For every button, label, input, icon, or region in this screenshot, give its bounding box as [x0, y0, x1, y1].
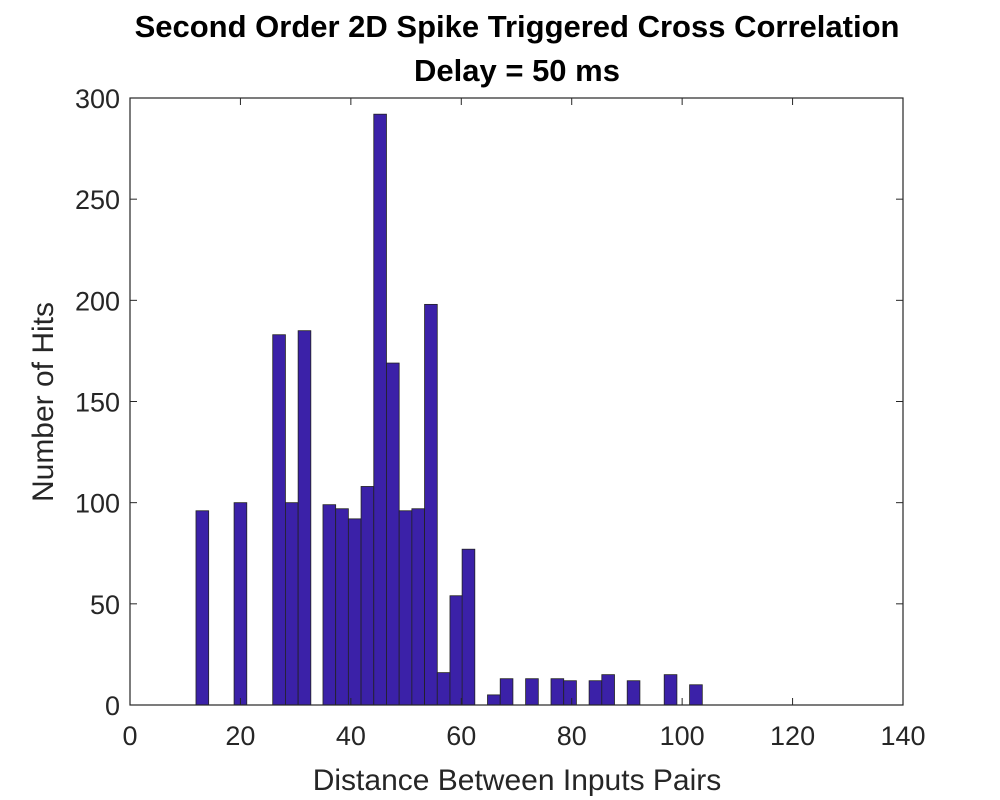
- histogram-bar-13: [424, 303, 438, 706]
- histogram-bar-20: [550, 678, 565, 706]
- histogram-bar-1: [233, 502, 248, 706]
- x-tick-label-4: 80: [557, 721, 587, 751]
- histogram-bar-12: [411, 508, 425, 706]
- histogram-bar-26: [689, 684, 703, 706]
- histogram-bar-2: [272, 334, 286, 706]
- x-axis: 0 20 40 60 80 100 120 140: [122, 98, 926, 751]
- histogram-bar-18: [499, 678, 514, 706]
- x-tick-label-3: 60: [446, 721, 476, 751]
- histogram-bar-19: [525, 678, 539, 706]
- y-tick-label-5: 250: [75, 185, 120, 215]
- x-tick-label-0: 0: [122, 721, 137, 751]
- histogram-bar-23: [601, 674, 615, 706]
- histogram-bar-8: [360, 486, 375, 706]
- histogram-bar-7: [347, 518, 362, 706]
- x-tick-label-5: 100: [660, 721, 705, 751]
- histogram-bar-16: [461, 548, 476, 706]
- histogram-bar-25: [663, 674, 678, 706]
- y-tick-label-2: 100: [75, 489, 120, 519]
- x-tick-label-7: 140: [880, 721, 925, 751]
- y-tick-label-1: 50: [90, 590, 120, 620]
- y-tick-label-0: 0: [105, 691, 120, 721]
- histogram-bar-11: [398, 510, 413, 706]
- histogram-bar-3: [285, 502, 299, 706]
- y-tick-label-4: 200: [75, 286, 120, 316]
- histogram-bar-22: [588, 680, 603, 706]
- histogram-bar-21: [563, 680, 577, 706]
- bar-series: [195, 113, 703, 706]
- x-tick-label-2: 40: [336, 721, 366, 751]
- histogram-bar-5: [322, 504, 337, 706]
- chart-title: Second Order 2D Spike Triggered Cross Co…: [135, 9, 900, 44]
- chart-subtitle: Delay = 50 ms: [414, 53, 620, 88]
- histogram-bar-24: [626, 680, 641, 706]
- histogram-bar-17: [487, 694, 501, 706]
- x-tick-label-6: 120: [770, 721, 815, 751]
- histogram-bar-6: [335, 508, 349, 706]
- x-tick-label-1: 20: [225, 721, 255, 751]
- x-axis-label: Distance Between Inputs Pairs: [313, 764, 722, 797]
- histogram-bar-10: [386, 362, 400, 706]
- y-tick-label-3: 150: [75, 388, 120, 418]
- histogram-bar-15: [449, 595, 464, 706]
- y-axis: 0 50 100 150 200 250 300: [75, 84, 903, 721]
- y-axis-label: Number of Hits: [27, 302, 60, 502]
- histogram-bar-4: [297, 330, 312, 706]
- histogram-bar-0: [195, 510, 210, 706]
- y-tick-label-6: 300: [75, 84, 120, 114]
- histogram-bar-14: [436, 672, 451, 706]
- histogram-bar-9: [373, 113, 387, 706]
